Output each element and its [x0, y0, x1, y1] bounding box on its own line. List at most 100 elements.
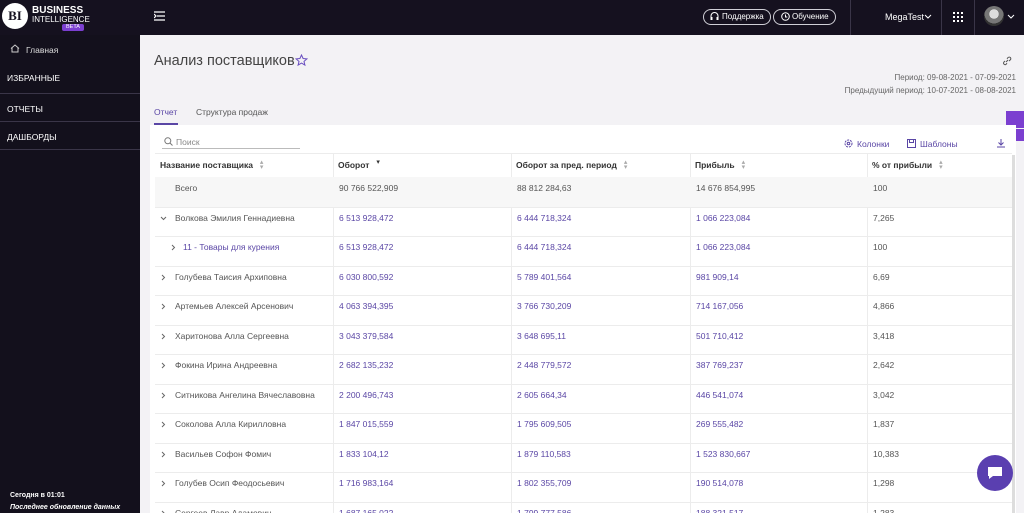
expand-toggle[interactable]	[170, 244, 177, 251]
logo[interactable]: BI	[2, 3, 28, 29]
download-icon[interactable]	[996, 138, 1006, 148]
tab-underline	[154, 123, 178, 125]
nav-item[interactable]: Главная	[26, 45, 59, 55]
row-border	[155, 501, 1012, 503]
gear-icon	[844, 139, 853, 148]
table-cell: 3 043 379,584	[339, 330, 394, 341]
table-cell: 4,866	[873, 301, 895, 311]
table-cell: 6,69	[873, 271, 890, 282]
scrollbar[interactable]	[1012, 155, 1015, 513]
table-cell: 1 833 104,12	[339, 448, 389, 459]
brand: INTELLIGENCE	[32, 15, 90, 24]
nav-item[interactable]: ОТЧЕТЫ	[7, 104, 43, 114]
supplier-name[interactable]: Васильев Софон Фомич	[175, 448, 272, 459]
search-icon	[164, 137, 173, 146]
row-border	[155, 265, 1012, 267]
divider	[941, 0, 942, 35]
expand-toggle[interactable]	[160, 303, 167, 310]
expand-toggle[interactable]	[160, 451, 167, 458]
report-panel: Поиск Колонки Шаблоны Название поставщик…	[150, 125, 1016, 513]
table-cell: 14 676 854,995	[696, 183, 756, 193]
table-cell: 90 766 522,909	[339, 183, 399, 193]
separator	[0, 93, 140, 94]
column-header[interactable]: Название поставщика	[160, 160, 253, 170]
expand-toggle[interactable]	[160, 421, 167, 428]
templates-button[interactable]: Шаблоны	[920, 139, 958, 149]
table-cell: 2,642	[873, 360, 895, 370]
expand-toggle[interactable]	[160, 480, 167, 487]
supplier-name[interactable]: Голубев Осип Феодосьевич	[175, 478, 285, 488]
table-cell: 1 799 777,586	[517, 507, 572, 513]
search-input[interactable]: Поиск	[176, 137, 200, 147]
row-border	[155, 295, 1012, 296]
column-header[interactable]: Оборот	[338, 160, 370, 170]
supplier-name[interactable]: Артемьев Алексей Арсенович	[175, 301, 294, 311]
table-cell: 4 063 394,395	[339, 301, 394, 311]
row-border	[155, 354, 1012, 355]
sort-icon[interactable]: ▴ ▾	[623, 159, 628, 171]
period: Период: 09-08-2021 - 07-09-2021	[894, 73, 1016, 82]
side-tab[interactable]	[1006, 111, 1024, 128]
support-button[interactable]: Поддержка	[703, 9, 771, 25]
header-border	[155, 153, 1012, 154]
columns-button[interactable]: Колонки	[857, 139, 890, 149]
link-icon[interactable]	[1002, 56, 1012, 66]
table-cell: 3,042	[873, 389, 895, 400]
column-header[interactable]: Прибыль	[695, 160, 735, 170]
supplier-name[interactable]: Волкова Эмилия Геннадиевна	[175, 212, 295, 223]
favorite-star[interactable]	[295, 54, 308, 67]
nav-item[interactable]: ИЗБРАННЫЕ	[7, 73, 61, 83]
table-cell: 387 769,237	[696, 360, 744, 370]
column-header[interactable]: % от прибыли	[872, 160, 933, 170]
divider	[850, 0, 851, 35]
expand-toggle[interactable]	[160, 274, 167, 281]
column-header[interactable]: Оборот за пред. период	[516, 160, 617, 170]
expand-toggle[interactable]	[160, 510, 167, 513]
table-cell: 7,265	[873, 212, 895, 223]
table-cell: 1,283	[873, 507, 895, 513]
previous-period: Предыдущий период: 10-07-2021 - 08-08-20…	[844, 86, 1016, 95]
table-cell: 446 541,074	[696, 389, 744, 400]
supplier-name[interactable]: 11 - Товары для курения	[183, 242, 280, 252]
update-note: Последнее обновление данных	[10, 504, 121, 511]
avatar[interactable]	[984, 6, 1004, 26]
tab[interactable]: Структура продаж	[196, 107, 268, 117]
sort-icon[interactable]: ▴ ▾	[259, 159, 264, 171]
table-cell: 188 321,517	[696, 507, 744, 513]
table-cell: 269 555,482	[696, 419, 744, 429]
supplier-name[interactable]: Голубева Таисия Архиповна	[175, 271, 287, 282]
table-cell: 1 066 223,084	[696, 242, 751, 252]
column-divider	[690, 153, 691, 513]
sort-icon[interactable]: ▴ ▾	[939, 159, 943, 171]
table-cell: 6 513 928,472	[339, 212, 394, 223]
expand-toggle[interactable]	[160, 333, 167, 340]
supplier-name[interactable]: Фокина Ирина Андреевна	[175, 360, 278, 370]
user-menu[interactable]: MegaTest	[885, 12, 925, 22]
expand-toggle[interactable]	[160, 362, 167, 369]
expand-toggle[interactable]	[160, 392, 167, 399]
template-icon	[907, 139, 916, 148]
table-cell: 2 448 779,572	[517, 360, 572, 370]
table-cell: 5 789 401,564	[517, 271, 572, 282]
search-underline	[162, 148, 300, 149]
tab-active[interactable]: Отчет	[154, 107, 178, 117]
supplier-name[interactable]: Харитонова Алла Сергеевна	[175, 330, 289, 341]
table-cell: 1 795 609,505	[517, 419, 572, 429]
brand: BUSINESS	[32, 5, 84, 16]
chat-button[interactable]	[977, 455, 1013, 491]
sort-icon[interactable]: ▴ ▾	[741, 159, 746, 171]
supplier-name[interactable]: Соколова Алла Кирилловна	[175, 419, 287, 429]
menu-toggle[interactable]	[154, 11, 166, 21]
beta-badge: BETA	[62, 24, 84, 31]
apps-icon[interactable]	[953, 12, 963, 22]
supplier-name[interactable]: Сергеев Лавр Адамович	[175, 507, 272, 513]
expand-toggle[interactable]	[160, 215, 167, 222]
chat-icon	[988, 467, 1002, 479]
training-button[interactable]: Обучение	[773, 9, 836, 25]
table-cell: 1 687 165,022	[339, 507, 394, 513]
sort-icon[interactable]: ▾	[376, 159, 380, 166]
nav-item[interactable]: ДАШБОРДЫ	[7, 132, 57, 142]
table-cell: 3 766 730,209	[517, 301, 572, 311]
supplier-name[interactable]: Ситникова Ангелина Вячеславовна	[175, 389, 315, 400]
